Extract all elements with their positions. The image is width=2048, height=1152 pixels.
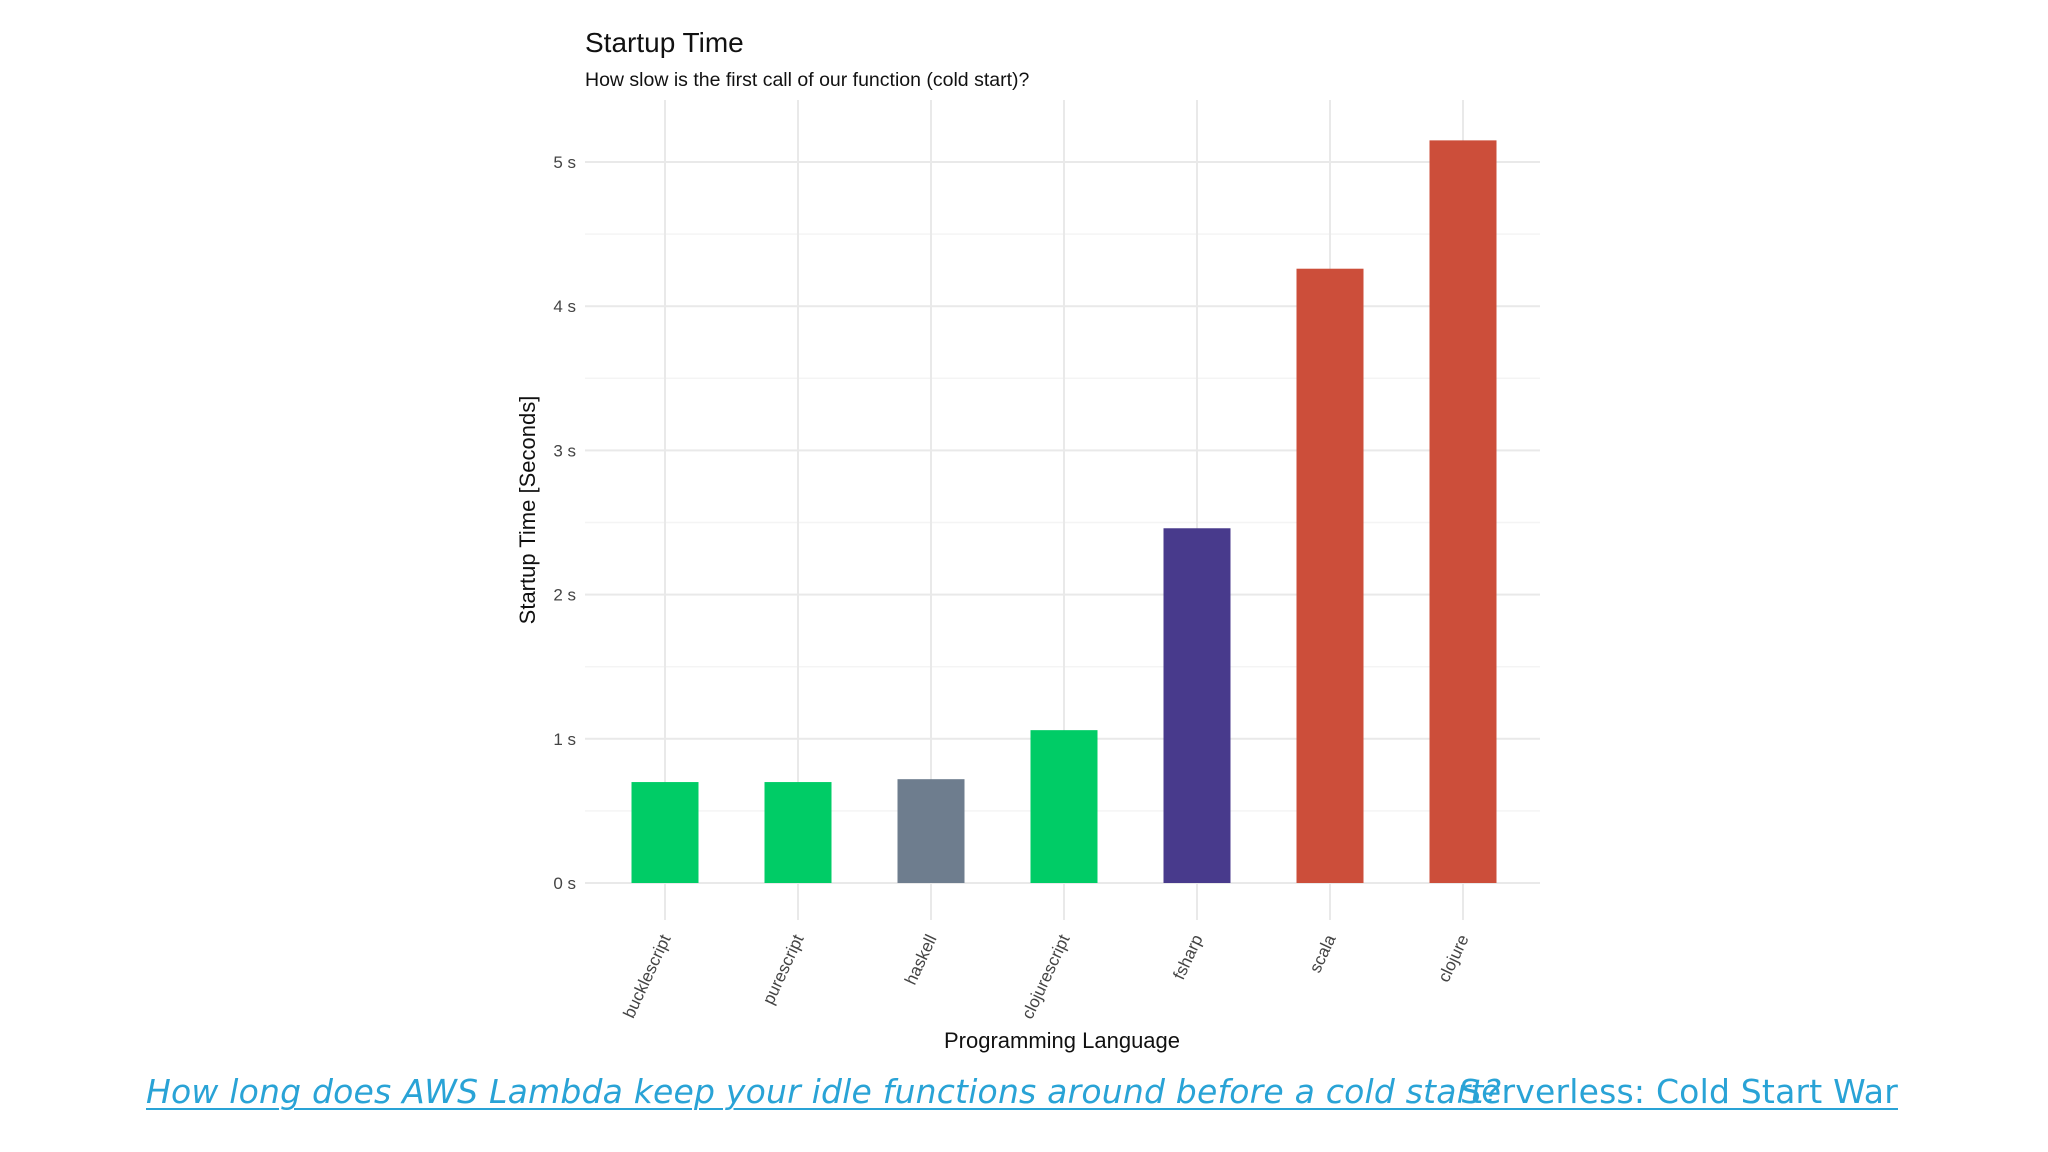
bar-purescript [764,782,832,883]
bar-scala [1296,268,1364,883]
x-tick-label: scala [1306,931,1340,975]
x-tick-label: bucklescript [619,931,674,1021]
x-tick-label: clojure [1434,932,1472,985]
y-axis-title: Startup Time [Seconds] [515,396,540,625]
y-tick-label: 0 s [553,874,576,893]
x-axis-ticks: bucklescript purescript haskell clojurescri… [619,931,1472,1022]
y-tick-label: 2 s [553,586,576,605]
link-serverless-cold-start-war[interactable]: Serverless: Cold Start War [1459,1072,1898,1111]
chart-subtitle: How slow is the first call of our functi… [585,69,1029,91]
x-tick-label: haskell [901,932,941,988]
footer-links: How long does AWS Lambda keep your idle … [0,1072,2048,1132]
bars [631,140,1497,883]
y-tick-label: 4 s [553,297,576,316]
y-axis-ticks: 0 s 1 s 2 s 3 s 4 s 5 s [553,153,576,893]
bar-clojurescript [1030,730,1098,883]
bar-haskell [897,779,965,883]
chart-title: Startup Time [585,27,744,58]
x-tick-label: fsharp [1169,932,1206,983]
y-tick-label: 5 s [553,153,576,172]
y-tick-label: 1 s [553,730,576,749]
bar-bucklescript [631,782,699,883]
bar-clojure [1429,140,1497,883]
x-tick-label: purescript [759,931,808,1007]
x-axis-title: Programming Language [944,1028,1180,1053]
x-tick-label: clojurescript [1018,931,1074,1021]
link-aws-lambda-idle-functions[interactable]: How long does AWS Lambda keep your idle … [146,1072,1502,1111]
y-tick-label: 3 s [553,441,576,460]
bar-fsharp [1163,528,1231,883]
